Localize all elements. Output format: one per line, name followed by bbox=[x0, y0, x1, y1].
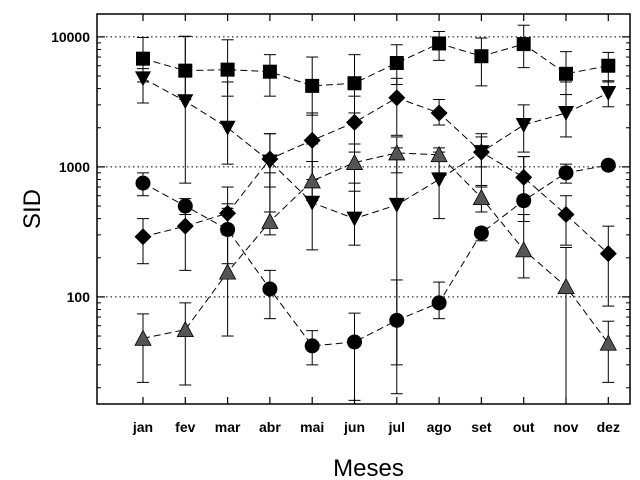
x-tick-label-fev: fev bbox=[175, 419, 195, 435]
point-diamond-mai bbox=[303, 131, 321, 149]
point-diamond-abr bbox=[261, 150, 279, 168]
point-circle-fev bbox=[177, 198, 193, 214]
point-triangle-down-mai bbox=[304, 195, 321, 211]
point-triangle-down-fev bbox=[177, 94, 194, 110]
point-triangle-up-nov bbox=[557, 277, 575, 294]
point-circle-ago bbox=[431, 295, 447, 311]
point-triangle-up-jun bbox=[345, 153, 364, 170]
point-square-dez bbox=[601, 58, 616, 73]
y-axis-ticks: 100 1000 10000 bbox=[51, 29, 630, 389]
point-triangle-down-out bbox=[515, 118, 532, 134]
plot-frame bbox=[96, 13, 631, 405]
point-triangle-up-dez bbox=[599, 334, 617, 351]
point-square-ago bbox=[432, 36, 447, 51]
x-tick-label-mar: mar bbox=[215, 419, 241, 435]
point-circle-mar bbox=[220, 221, 236, 237]
point-triangle-down-jun bbox=[346, 211, 363, 227]
point-square-nov bbox=[559, 66, 573, 81]
point-circle-jan bbox=[135, 175, 151, 191]
x-axis-label: Meses bbox=[333, 455, 404, 480]
point-triangle-down-dez bbox=[600, 86, 617, 102]
point-diamond-dez bbox=[599, 245, 617, 263]
point-diamond-jan bbox=[134, 228, 152, 246]
point-circle-jun bbox=[347, 334, 362, 350]
y-tick-label-10000: 10000 bbox=[51, 29, 90, 45]
point-diamond-mar bbox=[219, 204, 237, 222]
x-tick-label-nov: nov bbox=[554, 419, 579, 435]
point-triangle-down-jan bbox=[135, 71, 151, 87]
point-diamond-set bbox=[472, 143, 490, 161]
series-markers bbox=[134, 36, 617, 354]
point-triangle-down-ago bbox=[431, 172, 448, 188]
point-square-mar bbox=[220, 62, 235, 77]
series-line-circle bbox=[142, 164, 609, 347]
point-diamond-jun bbox=[346, 113, 363, 131]
point-circle-nov bbox=[558, 165, 574, 181]
point-square-set bbox=[474, 49, 489, 64]
x-tick-label-jan: jan bbox=[132, 419, 153, 435]
x-axis-ticks: jan fev mar abr mai jun jul ago set out nov dez bbox=[132, 14, 620, 435]
x-tick-label-abr: abr bbox=[259, 419, 281, 435]
point-circle-dez bbox=[600, 157, 616, 173]
x-tick-label-jul: jul bbox=[388, 419, 405, 435]
point-diamond-ago bbox=[430, 104, 448, 122]
point-circle-jul bbox=[389, 312, 405, 328]
point-diamond-out bbox=[515, 168, 533, 186]
point-triangle-down-mar bbox=[219, 120, 236, 136]
series-line-triangle-up bbox=[142, 152, 609, 344]
series-line-diamond bbox=[142, 97, 609, 255]
point-circle-set bbox=[473, 225, 489, 241]
point-circle-abr bbox=[262, 281, 278, 297]
point-square-jul bbox=[389, 55, 404, 70]
x-tick-label-mai: mai bbox=[300, 419, 324, 435]
point-square-mai bbox=[305, 78, 320, 93]
point-triangle-up-fev bbox=[176, 320, 194, 338]
point-triangle-down-nov bbox=[558, 105, 574, 121]
y-tick-label-1000: 1000 bbox=[59, 159, 90, 175]
x-tick-label-ago: ago bbox=[427, 419, 452, 435]
point-triangle-down-jul bbox=[388, 197, 405, 213]
point-square-out bbox=[516, 37, 531, 52]
point-diamond-nov bbox=[557, 206, 575, 224]
series-line-triangle-down bbox=[142, 77, 609, 220]
point-triangle-up-mai bbox=[303, 172, 321, 189]
x-tick-label-out: out bbox=[513, 419, 535, 435]
series-line-square bbox=[142, 42, 609, 87]
point-diamond-jul bbox=[388, 89, 406, 107]
point-circle-out bbox=[516, 193, 532, 209]
series-lines bbox=[142, 42, 609, 347]
point-square-fev bbox=[178, 63, 193, 78]
point-triangle-up-jul bbox=[388, 144, 406, 161]
point-square-abr bbox=[262, 64, 277, 79]
x-tick-label-set: set bbox=[471, 419, 492, 435]
point-triangle-up-out bbox=[515, 241, 533, 258]
y-axis-label: SID bbox=[19, 189, 46, 229]
x-tick-label-jun: jun bbox=[343, 419, 365, 435]
point-square-jun bbox=[347, 76, 362, 91]
point-square-jan bbox=[136, 51, 150, 66]
grid-lines bbox=[97, 36, 630, 298]
point-triangle-up-mar bbox=[218, 263, 237, 280]
point-triangle-up-jan bbox=[134, 329, 152, 346]
point-triangle-up-abr bbox=[261, 212, 279, 229]
point-diamond-fev bbox=[176, 217, 194, 235]
point-triangle-up-set bbox=[472, 188, 491, 206]
y-tick-label-100: 100 bbox=[67, 289, 91, 305]
point-triangle-up-ago bbox=[430, 145, 448, 163]
error-bars bbox=[137, 24, 615, 404]
point-circle-mai bbox=[304, 338, 320, 354]
x-tick-label-dez: dez bbox=[597, 419, 620, 435]
